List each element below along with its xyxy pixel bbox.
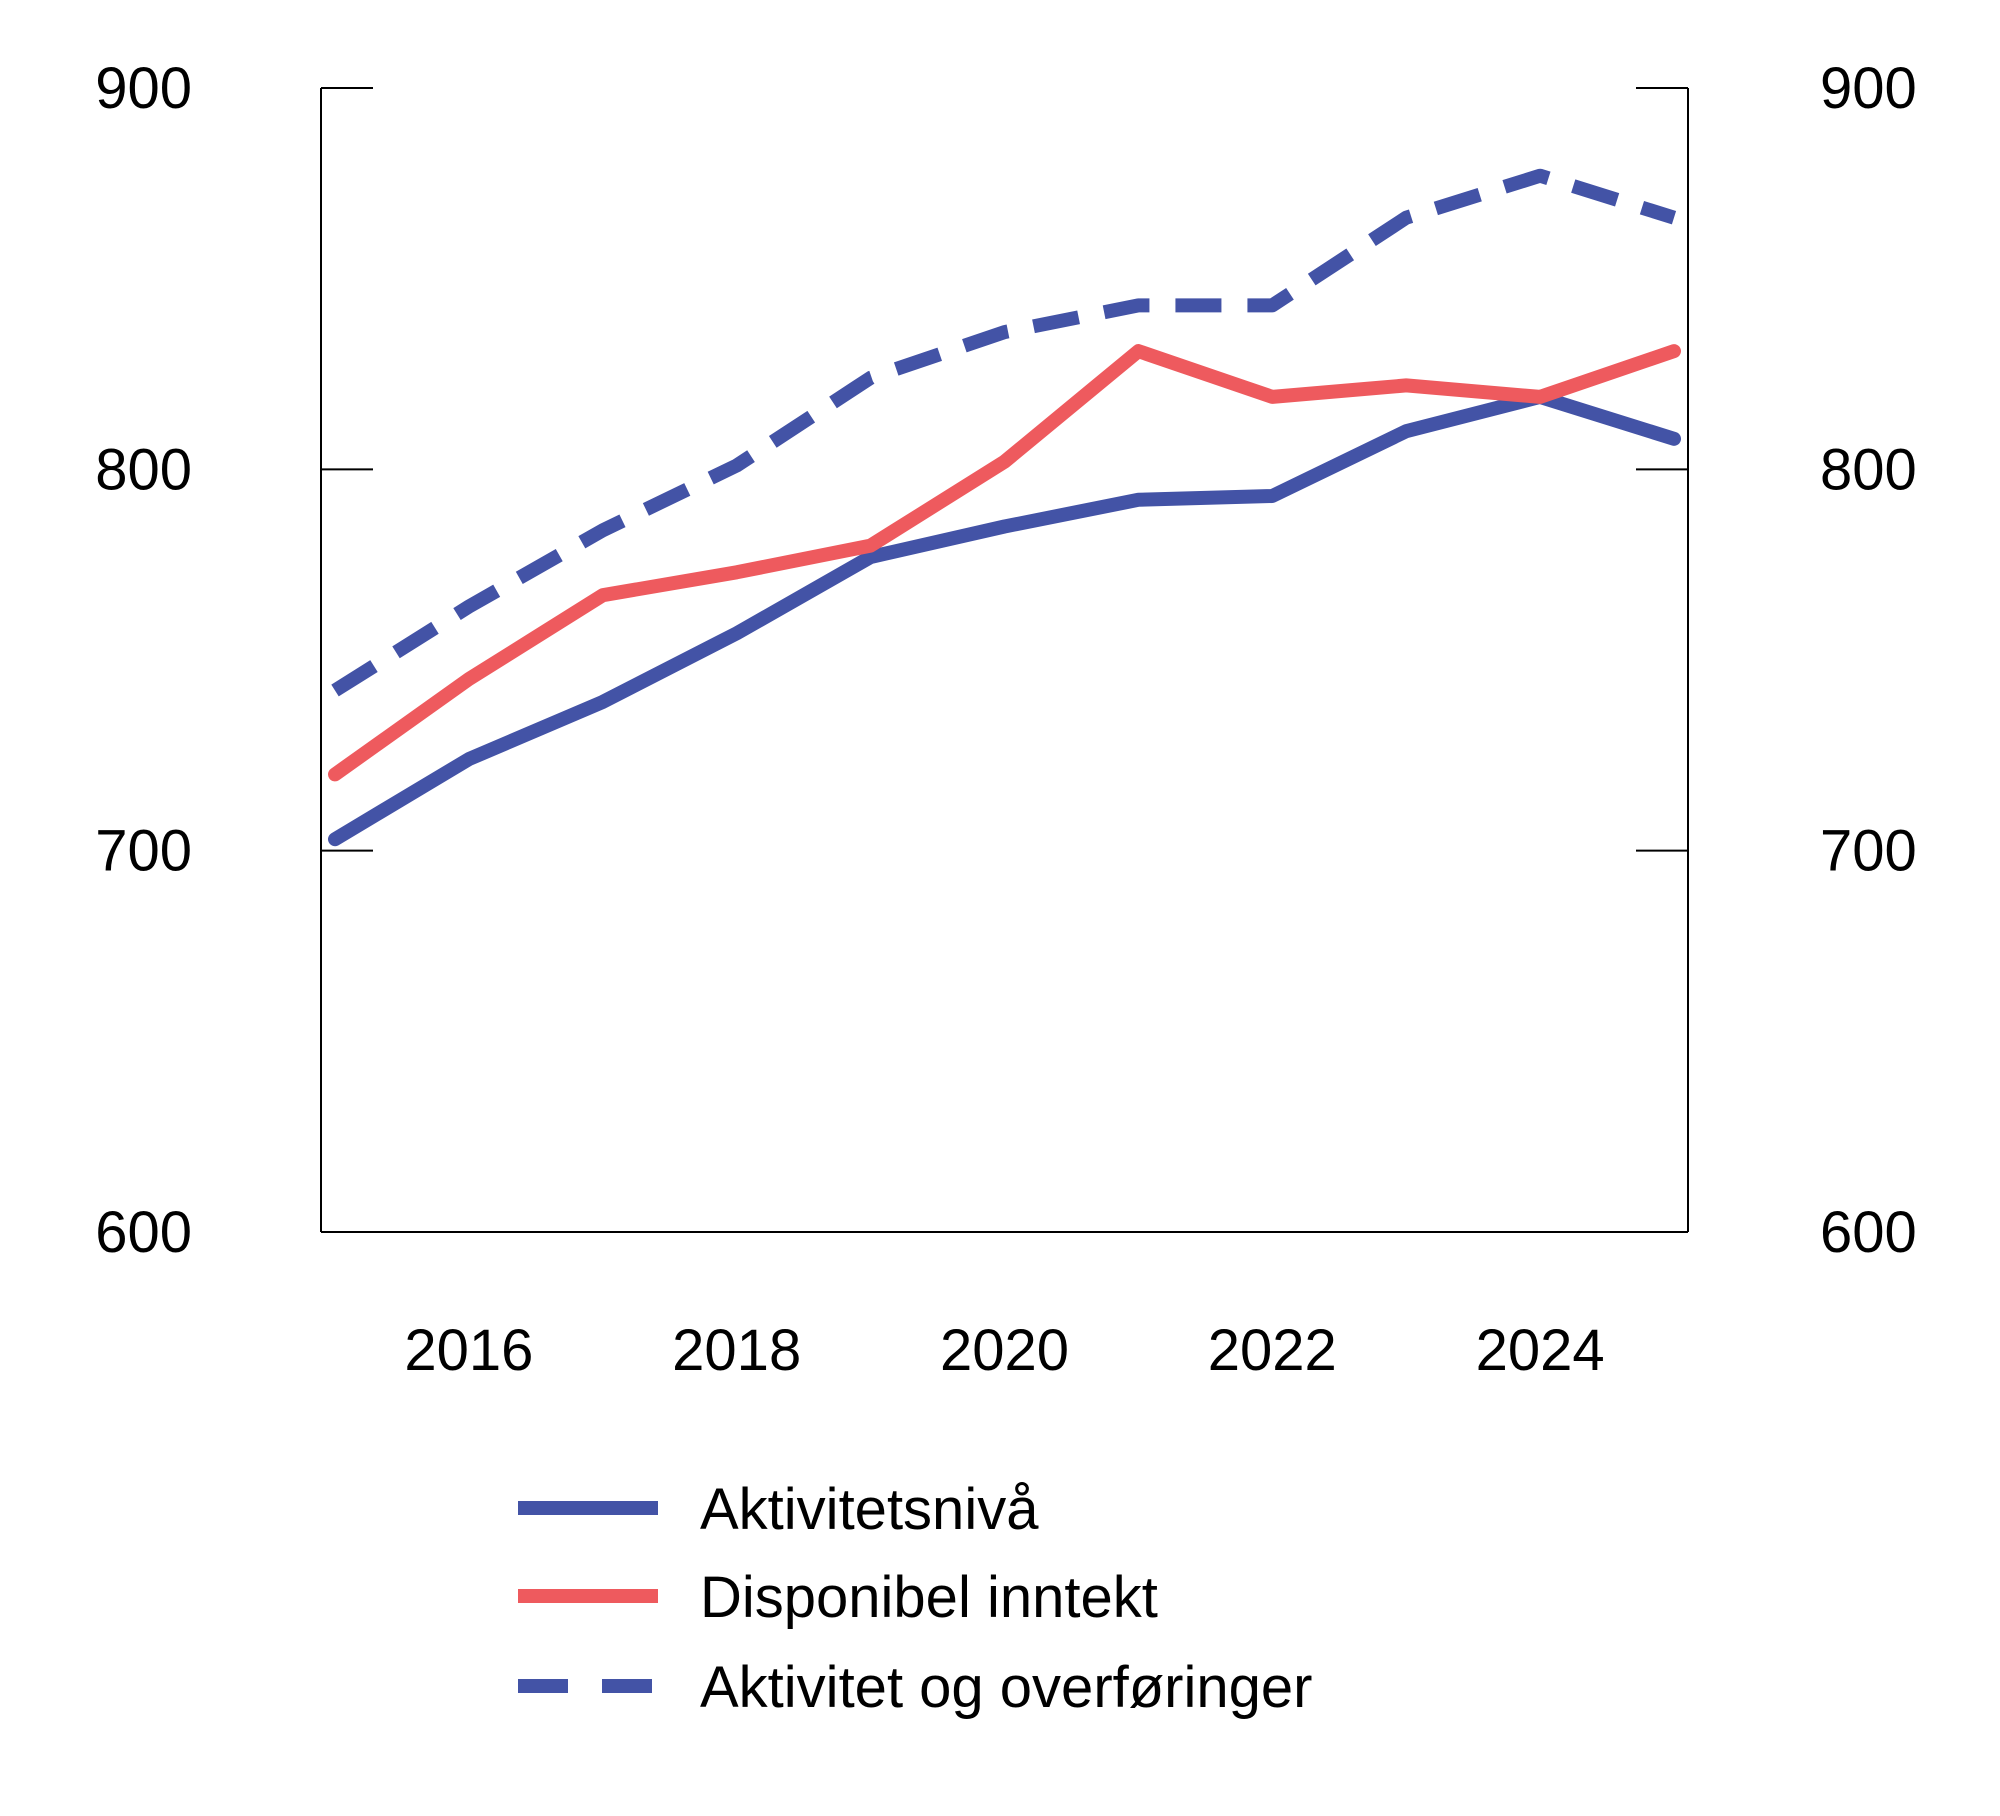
x-tick-label: 2020 bbox=[940, 1318, 1069, 1383]
chart-legend: Aktivitetsnivå Disponibel inntekt Aktivite… bbox=[518, 1477, 1312, 1720]
legend-label-1: Disponibel inntekt bbox=[700, 1565, 1158, 1630]
y-tick-label-left: 600 bbox=[95, 1200, 192, 1265]
chart-series bbox=[328, 168, 1681, 847]
y-tick-label-left: 900 bbox=[95, 56, 192, 121]
y-tick-label-right: 800 bbox=[1820, 437, 1917, 502]
x-tick-label: 2016 bbox=[404, 1318, 533, 1383]
series-line-2 bbox=[331, 168, 1677, 697]
legend-label-0: Aktivitetsnivå bbox=[700, 1477, 1039, 1542]
y-tick-label-right: 600 bbox=[1820, 1200, 1917, 1265]
chart-axes bbox=[320, 87, 1689, 1233]
series-line-1 bbox=[328, 344, 1681, 782]
x-tick-label: 2024 bbox=[1476, 1318, 1605, 1383]
x-tick-label: 2022 bbox=[1208, 1318, 1337, 1383]
chart-tick-labels: 600 600 700 700 800 800 900 900 2016 2018 2020 2022… bbox=[95, 56, 1917, 1383]
legend-label-2: Aktivitet og overføringer bbox=[700, 1655, 1312, 1720]
y-tick-label-left: 800 bbox=[95, 437, 192, 502]
y-tick-label-right: 700 bbox=[1820, 819, 1917, 884]
series-line-0 bbox=[328, 389, 1681, 847]
x-tick-label: 2018 bbox=[672, 1318, 801, 1383]
y-tick-label-left: 700 bbox=[95, 819, 192, 884]
y-tick-label-right: 900 bbox=[1820, 56, 1917, 121]
